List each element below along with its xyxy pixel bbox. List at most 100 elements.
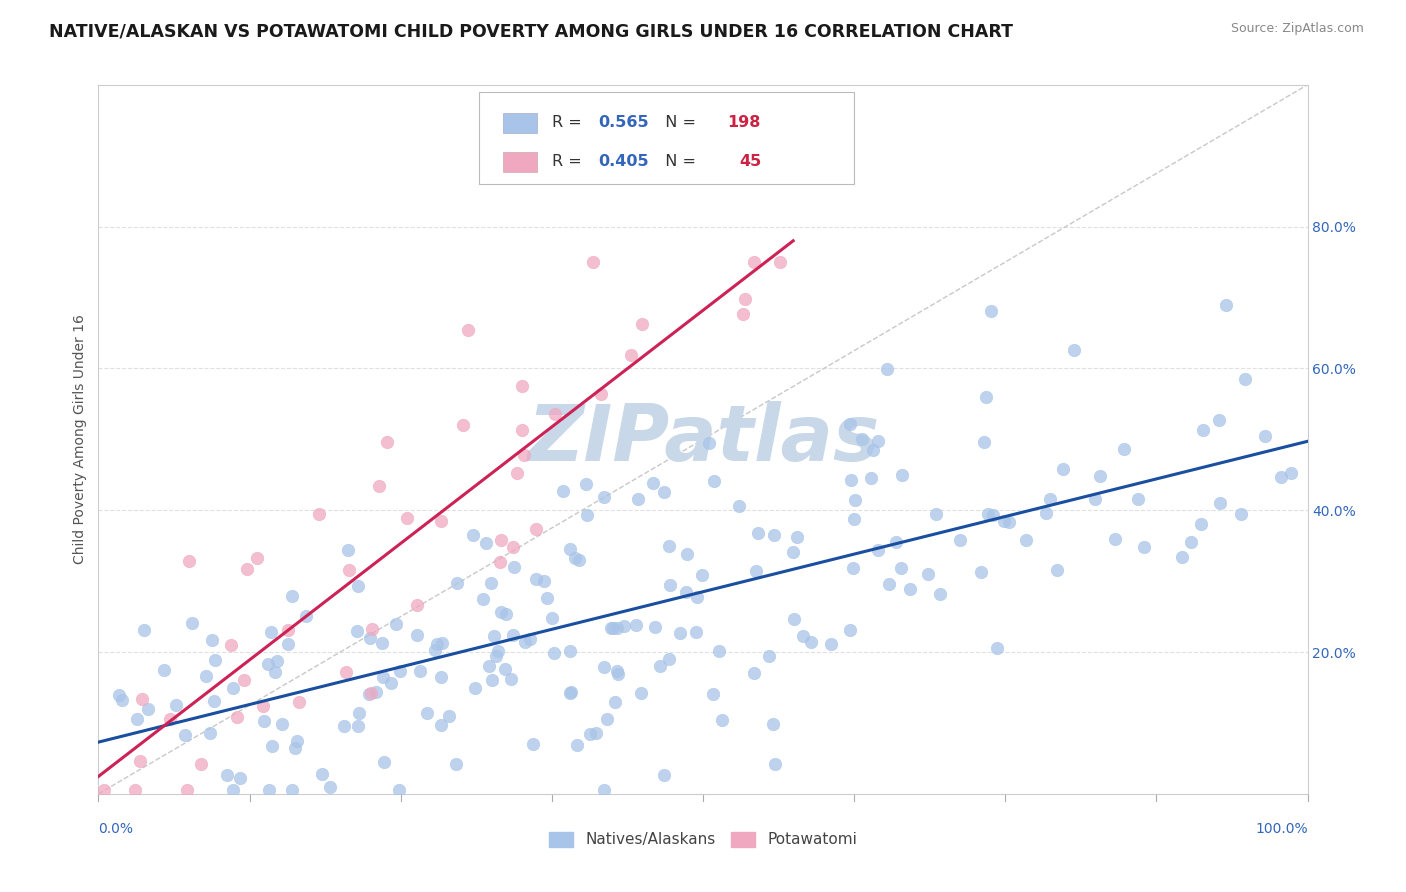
Legend: Natives/Alaskans, Potawatomi: Natives/Alaskans, Potawatomi [543,825,863,854]
Point [499,673,522,687]
Point [253,714,276,728]
Point [437,709,460,723]
Text: 198: 198 [727,115,761,130]
Point [107,688,129,702]
Point [976,507,998,521]
Point [544,407,567,421]
Point [842,561,865,575]
Point [177,554,200,568]
Point [262,739,284,753]
Point [425,643,447,657]
Point [173,728,195,742]
Point [194,669,217,683]
Point [606,665,628,679]
Point [839,473,862,487]
Point [471,592,494,607]
Point [970,566,993,580]
Point [481,673,503,688]
Point [319,780,342,794]
Point [602,621,624,635]
Point [333,719,356,733]
Point [233,673,256,687]
Point [860,471,883,485]
Text: R =: R = [553,115,586,130]
Point [884,535,907,549]
Point [510,379,533,393]
Point [600,621,623,635]
Point [502,540,524,554]
Point [111,693,134,707]
Point [280,783,302,797]
Point [479,576,502,591]
Point [502,628,524,642]
Point [1189,517,1212,532]
Point [1180,535,1202,549]
Point [800,635,823,649]
Point [252,699,274,714]
Point [731,307,754,321]
Point [360,686,382,700]
Point [430,636,453,650]
Point [973,435,995,450]
Point [429,514,451,528]
Point [93,783,115,797]
Point [568,553,591,567]
Text: 0.0%: 0.0% [98,822,134,836]
Point [644,620,666,634]
Point [260,624,283,639]
Point [734,292,756,306]
Point [127,712,149,726]
Point [484,629,506,643]
Point [929,587,952,601]
Point [578,727,600,741]
Point [236,562,259,576]
Point [1208,413,1230,427]
Point [337,543,360,558]
Point [1104,532,1126,546]
Point [406,598,429,612]
Point [1083,492,1105,507]
Point [513,448,536,462]
Point [654,484,676,499]
Point [876,362,898,376]
Point [478,658,501,673]
Point [153,663,176,677]
Point [592,660,614,674]
Point [430,671,453,685]
Point [226,710,249,724]
Point [925,508,948,522]
Point [426,637,449,651]
Point [506,467,529,481]
Point [565,739,588,753]
Point [697,436,720,450]
Point [494,662,516,676]
Point [624,618,647,632]
Point [792,628,814,642]
Point [596,712,619,726]
Point [346,719,368,733]
Point [202,694,225,708]
Point [335,665,357,680]
Point [446,575,468,590]
Point [536,591,558,605]
Point [346,624,368,639]
Point [221,681,243,695]
Point [786,530,808,544]
Point [641,475,664,490]
Point [201,632,224,647]
Point [347,706,370,720]
Point [281,589,304,603]
Point [464,681,486,695]
Text: 100.0%: 100.0% [1256,822,1308,836]
Point [851,432,873,446]
Point [745,564,768,578]
Point [692,568,714,582]
Point [707,643,730,657]
Point [917,567,939,582]
Text: 0.565: 0.565 [598,115,648,130]
Point [676,547,699,561]
Point [284,741,307,756]
Point [782,612,804,626]
Point [1039,491,1062,506]
Point [1215,298,1237,312]
